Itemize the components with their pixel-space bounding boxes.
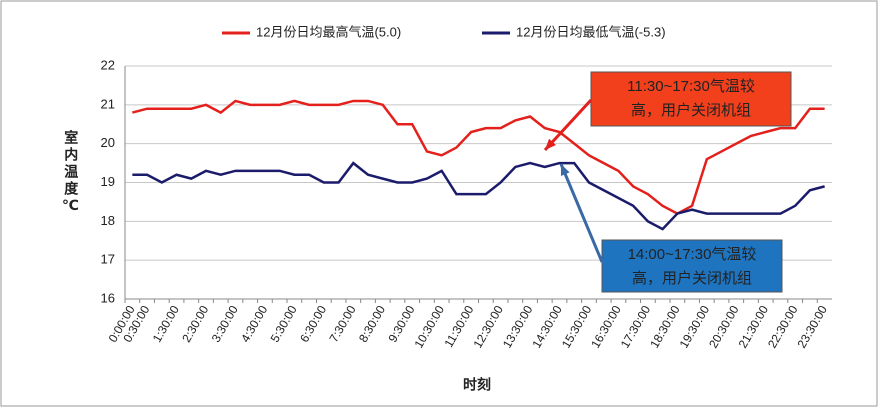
annotation-text: 11:30~17:30气温较 (627, 77, 755, 95)
y-tick-label: 20 (101, 135, 115, 150)
annotation-box (590, 71, 792, 127)
annotation-arrow (543, 98, 593, 152)
x-axis-title: 时刻 (463, 377, 491, 393)
legend-label: 12月份日均最低气温(-5.3) (516, 24, 666, 39)
series-line (132, 99, 825, 215)
legend-label: 12月份日均最高气温(5.0) (256, 24, 401, 39)
y-tick-label: 22 (101, 57, 115, 72)
arrow-head (545, 138, 556, 150)
y-tick-label: 17 (101, 252, 115, 267)
arrow-head (560, 164, 570, 176)
y-tick-label: 16 (101, 290, 115, 305)
y-tick-label: 18 (101, 213, 115, 228)
y-tick-label: 19 (101, 174, 115, 189)
annotation-box (601, 239, 783, 293)
annotation-text: 14:00~17:30气温较 (628, 245, 757, 263)
annotation-text: 高，用户关闭机组 (631, 102, 751, 119)
y-axis-title: 室内温度℃ (62, 129, 80, 217)
y-tick-label: 21 (101, 96, 115, 111)
series-line (132, 161, 825, 231)
annotation-text: 高，用户关闭机组 (632, 270, 752, 287)
annotation-arrow (559, 163, 604, 263)
